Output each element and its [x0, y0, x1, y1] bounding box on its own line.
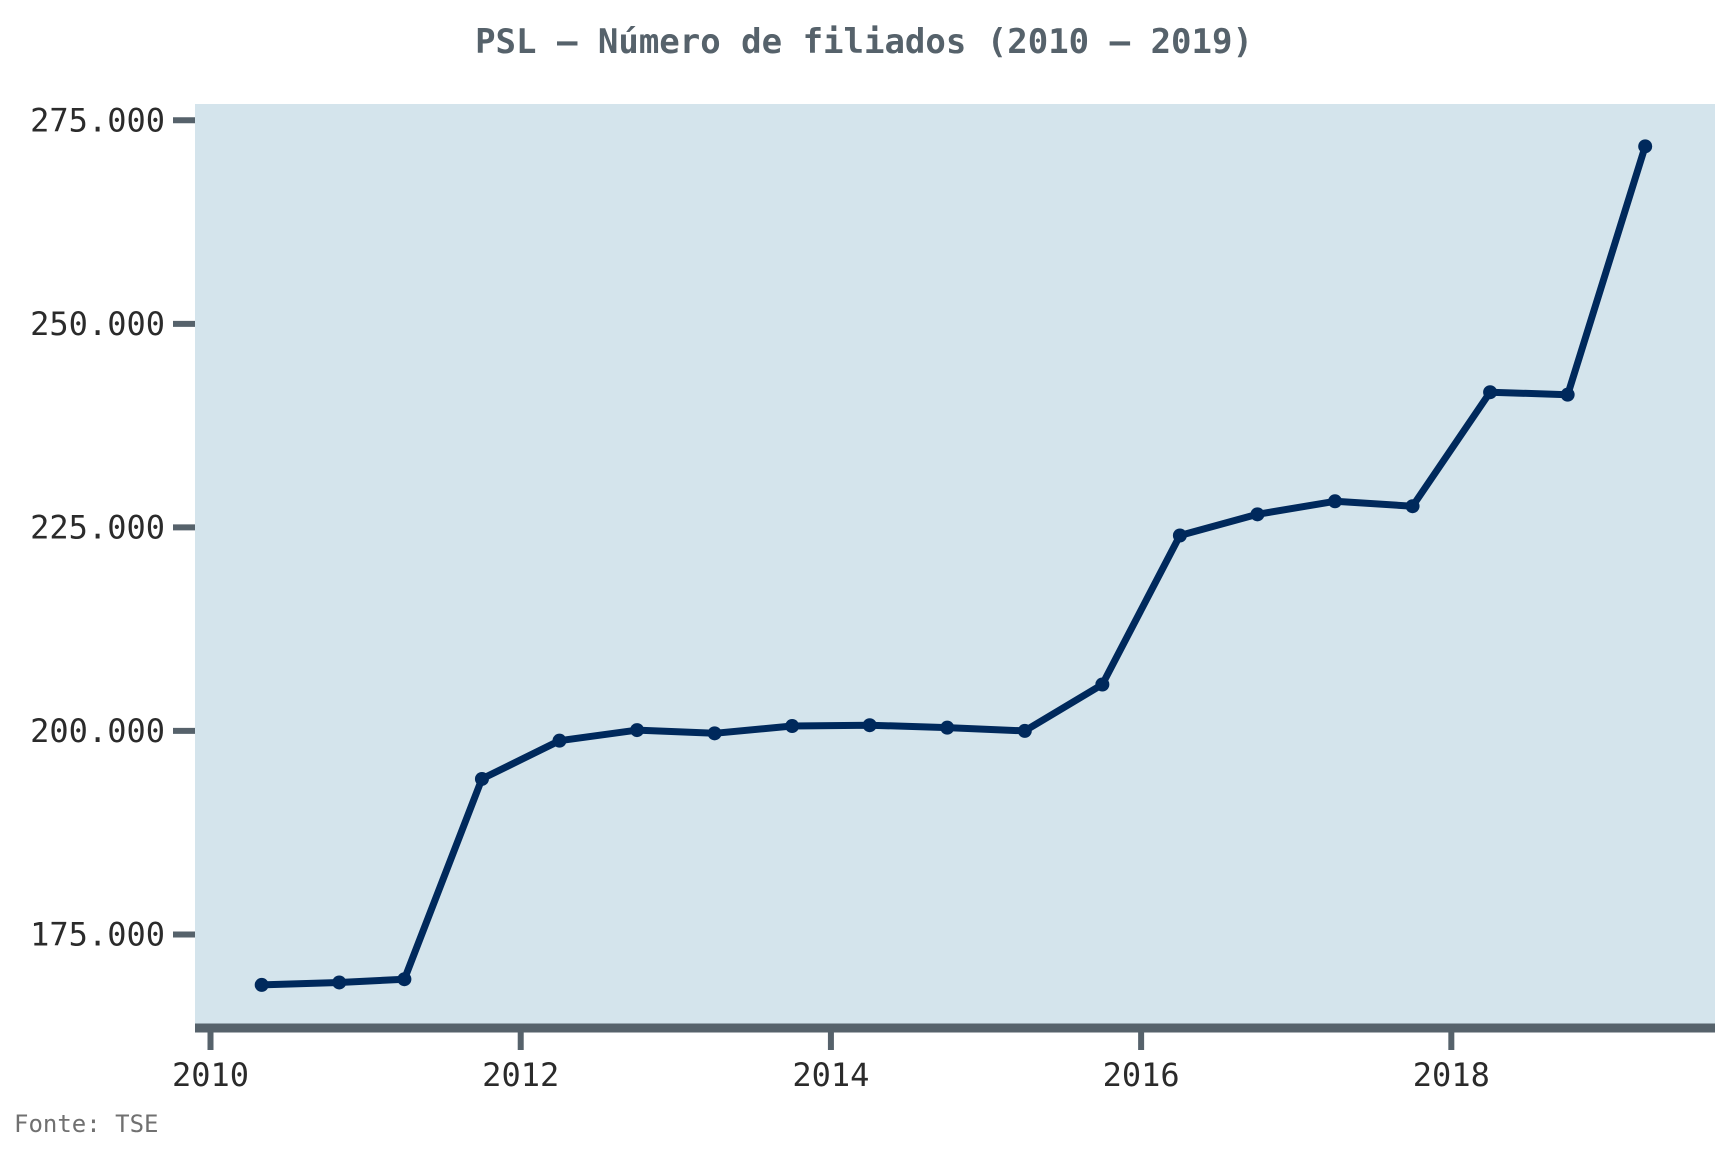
data-point [1638, 139, 1653, 154]
y-tick-label: 275.000 [30, 101, 165, 139]
source-note: Fonte: TSE [14, 1110, 159, 1138]
x-tick-label: 2018 [1413, 1056, 1490, 1094]
data-point [1095, 677, 1110, 692]
x-axis: 2010 2012 2014 2016 2018 [172, 1023, 1715, 1094]
data-point [1172, 528, 1187, 543]
plot-background [195, 104, 1715, 1024]
y-tick-label: 250.000 [30, 305, 165, 343]
data-point [1405, 499, 1420, 514]
data-point [332, 975, 347, 990]
data-point [1328, 494, 1342, 509]
data-point [1483, 385, 1498, 400]
data-point [862, 718, 877, 733]
data-point [1250, 507, 1265, 522]
y-tick-label: 225.000 [30, 508, 165, 546]
data-point [254, 977, 269, 992]
data-point [1560, 387, 1575, 402]
x-tick-label: 2012 [482, 1056, 559, 1094]
data-point [785, 719, 800, 734]
y-tick-label: 175.000 [30, 915, 165, 953]
data-point [707, 726, 722, 741]
x-tick-label: 2014 [792, 1056, 869, 1094]
data-point [552, 733, 567, 748]
data-point [1017, 723, 1032, 738]
chart-title: PSL – Número de filiados (2010 – 2019) [475, 22, 1253, 62]
y-axis: 175.000 200.000 225.000 250.000 275.000 [30, 101, 195, 953]
x-tick-label: 2010 [172, 1056, 249, 1094]
data-point [630, 723, 645, 738]
x-tick-label: 2016 [1103, 1056, 1180, 1094]
data-point [940, 720, 955, 735]
y-tick-label: 200.000 [30, 712, 165, 750]
data-points [254, 139, 1653, 992]
data-point [397, 972, 412, 987]
data-point [474, 771, 489, 786]
